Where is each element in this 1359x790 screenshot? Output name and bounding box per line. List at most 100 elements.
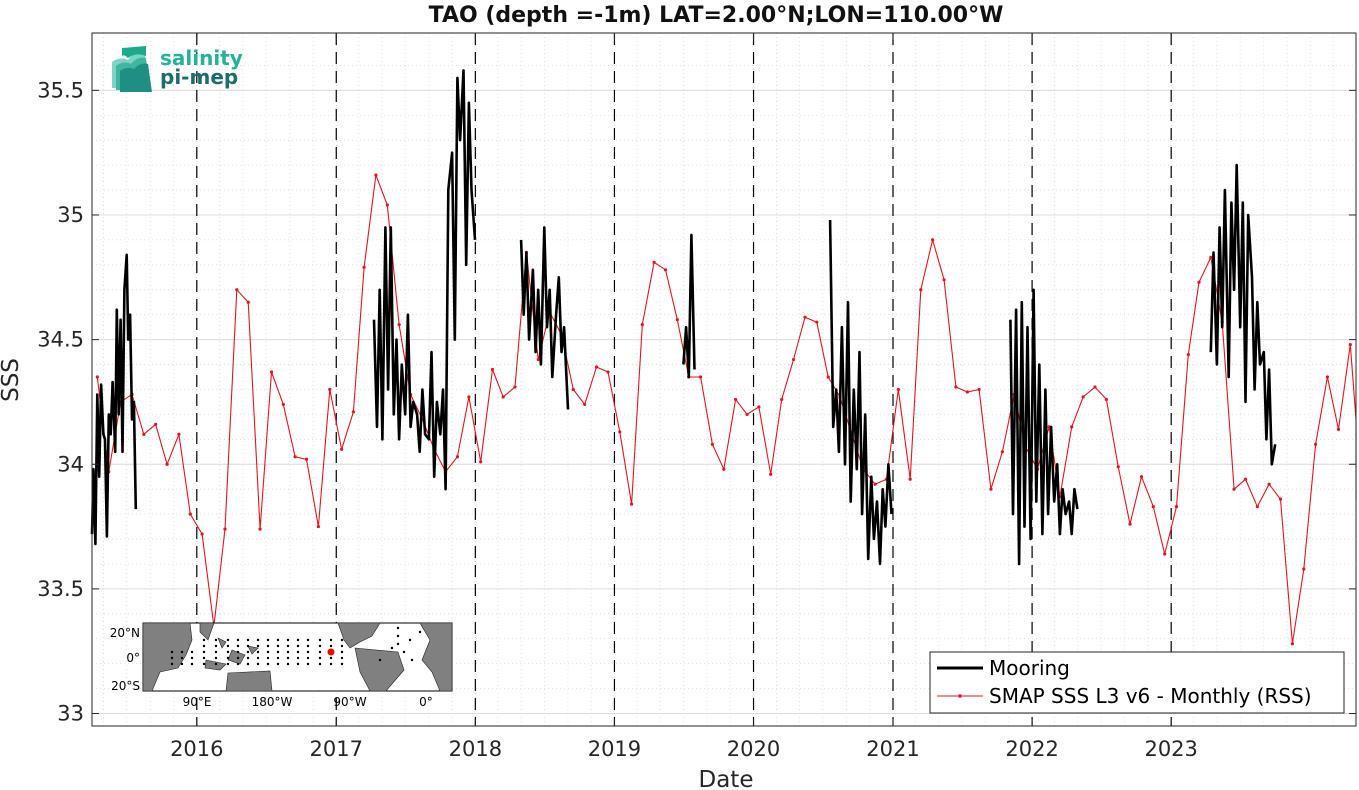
smap-point [339, 447, 344, 451]
smap-point [385, 203, 389, 207]
smap-point [815, 320, 819, 324]
inset-buoy [214, 650, 218, 654]
mooring-segment [1209, 163, 1277, 466]
smap-point [1000, 450, 1004, 454]
inset-lon-label-180w: 180°W [252, 695, 293, 709]
inset-buoy [329, 656, 333, 660]
smap-point [455, 455, 460, 459]
y-tick-label: 35 [57, 203, 84, 227]
inset-buoy [276, 662, 280, 666]
y-tick-label: 34.5 [37, 328, 84, 352]
smap-point [791, 357, 796, 362]
smap-point [1151, 505, 1155, 509]
smap-point [989, 487, 993, 491]
y-axis-ticks: 33 33.5 34 34.5 35 35.5 [37, 78, 1356, 726]
inset-buoy [266, 644, 270, 648]
inset-buoy [276, 656, 280, 660]
inset-lat-label-20s: 20°S [111, 679, 140, 693]
inset-buoy [390, 646, 394, 650]
smap-point [304, 457, 309, 461]
smap-point [1186, 352, 1190, 357]
inset-buoy [214, 656, 218, 660]
inset-buoy [202, 656, 206, 660]
y-tick-label: 33 [57, 702, 84, 726]
inset-location-map: 20°N 0° 20°S 90°E 180°W 90°W 0° [110, 622, 453, 709]
smap-point [977, 387, 981, 392]
inset-buoy [214, 638, 218, 642]
inset-buoy [318, 638, 322, 642]
smap-point [1348, 343, 1352, 347]
inset-buoy [418, 630, 422, 634]
legend-smap-marker [958, 694, 962, 698]
smap-point [316, 524, 320, 529]
smap-point [1070, 425, 1074, 429]
mooring-segment [372, 69, 477, 491]
smap-point [165, 462, 169, 466]
salinity-pimep-logo: salinity pi-mep [112, 46, 243, 92]
inset-buoy [246, 644, 250, 648]
smap-point [594, 365, 599, 369]
smap-point [1209, 255, 1213, 259]
inset-buoy [226, 644, 230, 648]
smap-point [513, 385, 517, 389]
x-tick-label: 2023 [1144, 737, 1197, 761]
smap-point [919, 288, 923, 292]
smap-point [954, 385, 958, 389]
smap-point [351, 410, 356, 414]
smap-point [675, 318, 679, 322]
x-tick-label: 2021 [866, 737, 919, 761]
smap-point [1174, 505, 1179, 509]
inset-buoy [226, 650, 230, 654]
smap-point [606, 370, 610, 374]
inset-buoy [236, 638, 240, 642]
inset-buoy [286, 638, 290, 642]
x-axis-label: Date [699, 767, 754, 790]
smap-point [1267, 482, 1271, 486]
smap-point [293, 455, 297, 459]
inset-lon-label-90w: 90°W [333, 695, 366, 709]
smap-point [710, 442, 714, 446]
inset-buoy [236, 662, 240, 666]
smap-point [397, 323, 401, 327]
smap-point [1314, 442, 1318, 446]
plot-area [92, 33, 1356, 726]
smap-point [95, 375, 99, 379]
inset-buoy [296, 656, 300, 660]
smap-point [154, 422, 158, 426]
inset-lat-label-20n: 20°N [110, 626, 140, 640]
inset-buoy [266, 662, 270, 666]
smap-point [583, 402, 587, 407]
smap-point [1302, 567, 1306, 571]
inset-buoy [202, 650, 206, 654]
smap-point [722, 467, 726, 471]
y-tick-label: 35.5 [37, 78, 84, 102]
smap-point [803, 315, 807, 319]
smap-point [188, 512, 192, 516]
smap-point [629, 502, 634, 506]
mooring-segment [828, 219, 893, 566]
inset-buoy [180, 662, 184, 666]
inset-buoy [306, 650, 310, 654]
inset-buoy [266, 650, 270, 654]
smap-point [362, 265, 366, 269]
logo-wave-icon [112, 46, 152, 92]
smap-point [757, 405, 761, 409]
inset-buoy [396, 634, 400, 638]
smap-point [1243, 477, 1248, 481]
inset-buoy [340, 644, 344, 648]
smap-point [1128, 522, 1132, 526]
legend-box [929, 651, 1345, 714]
smap-point [223, 527, 227, 531]
inset-buoy [202, 644, 206, 648]
axes-frame [91, 32, 1357, 727]
smap-point [479, 460, 483, 464]
inset-buoy [190, 662, 194, 666]
inset-buoy [276, 650, 280, 654]
inset-buoy [402, 650, 406, 654]
x-tick-label: 2020 [727, 737, 780, 761]
x-tick-label: 2016 [170, 737, 223, 761]
smap-point [281, 402, 285, 407]
smap-point [536, 357, 540, 362]
inset-buoy [276, 638, 280, 642]
inset-buoy [256, 638, 260, 642]
